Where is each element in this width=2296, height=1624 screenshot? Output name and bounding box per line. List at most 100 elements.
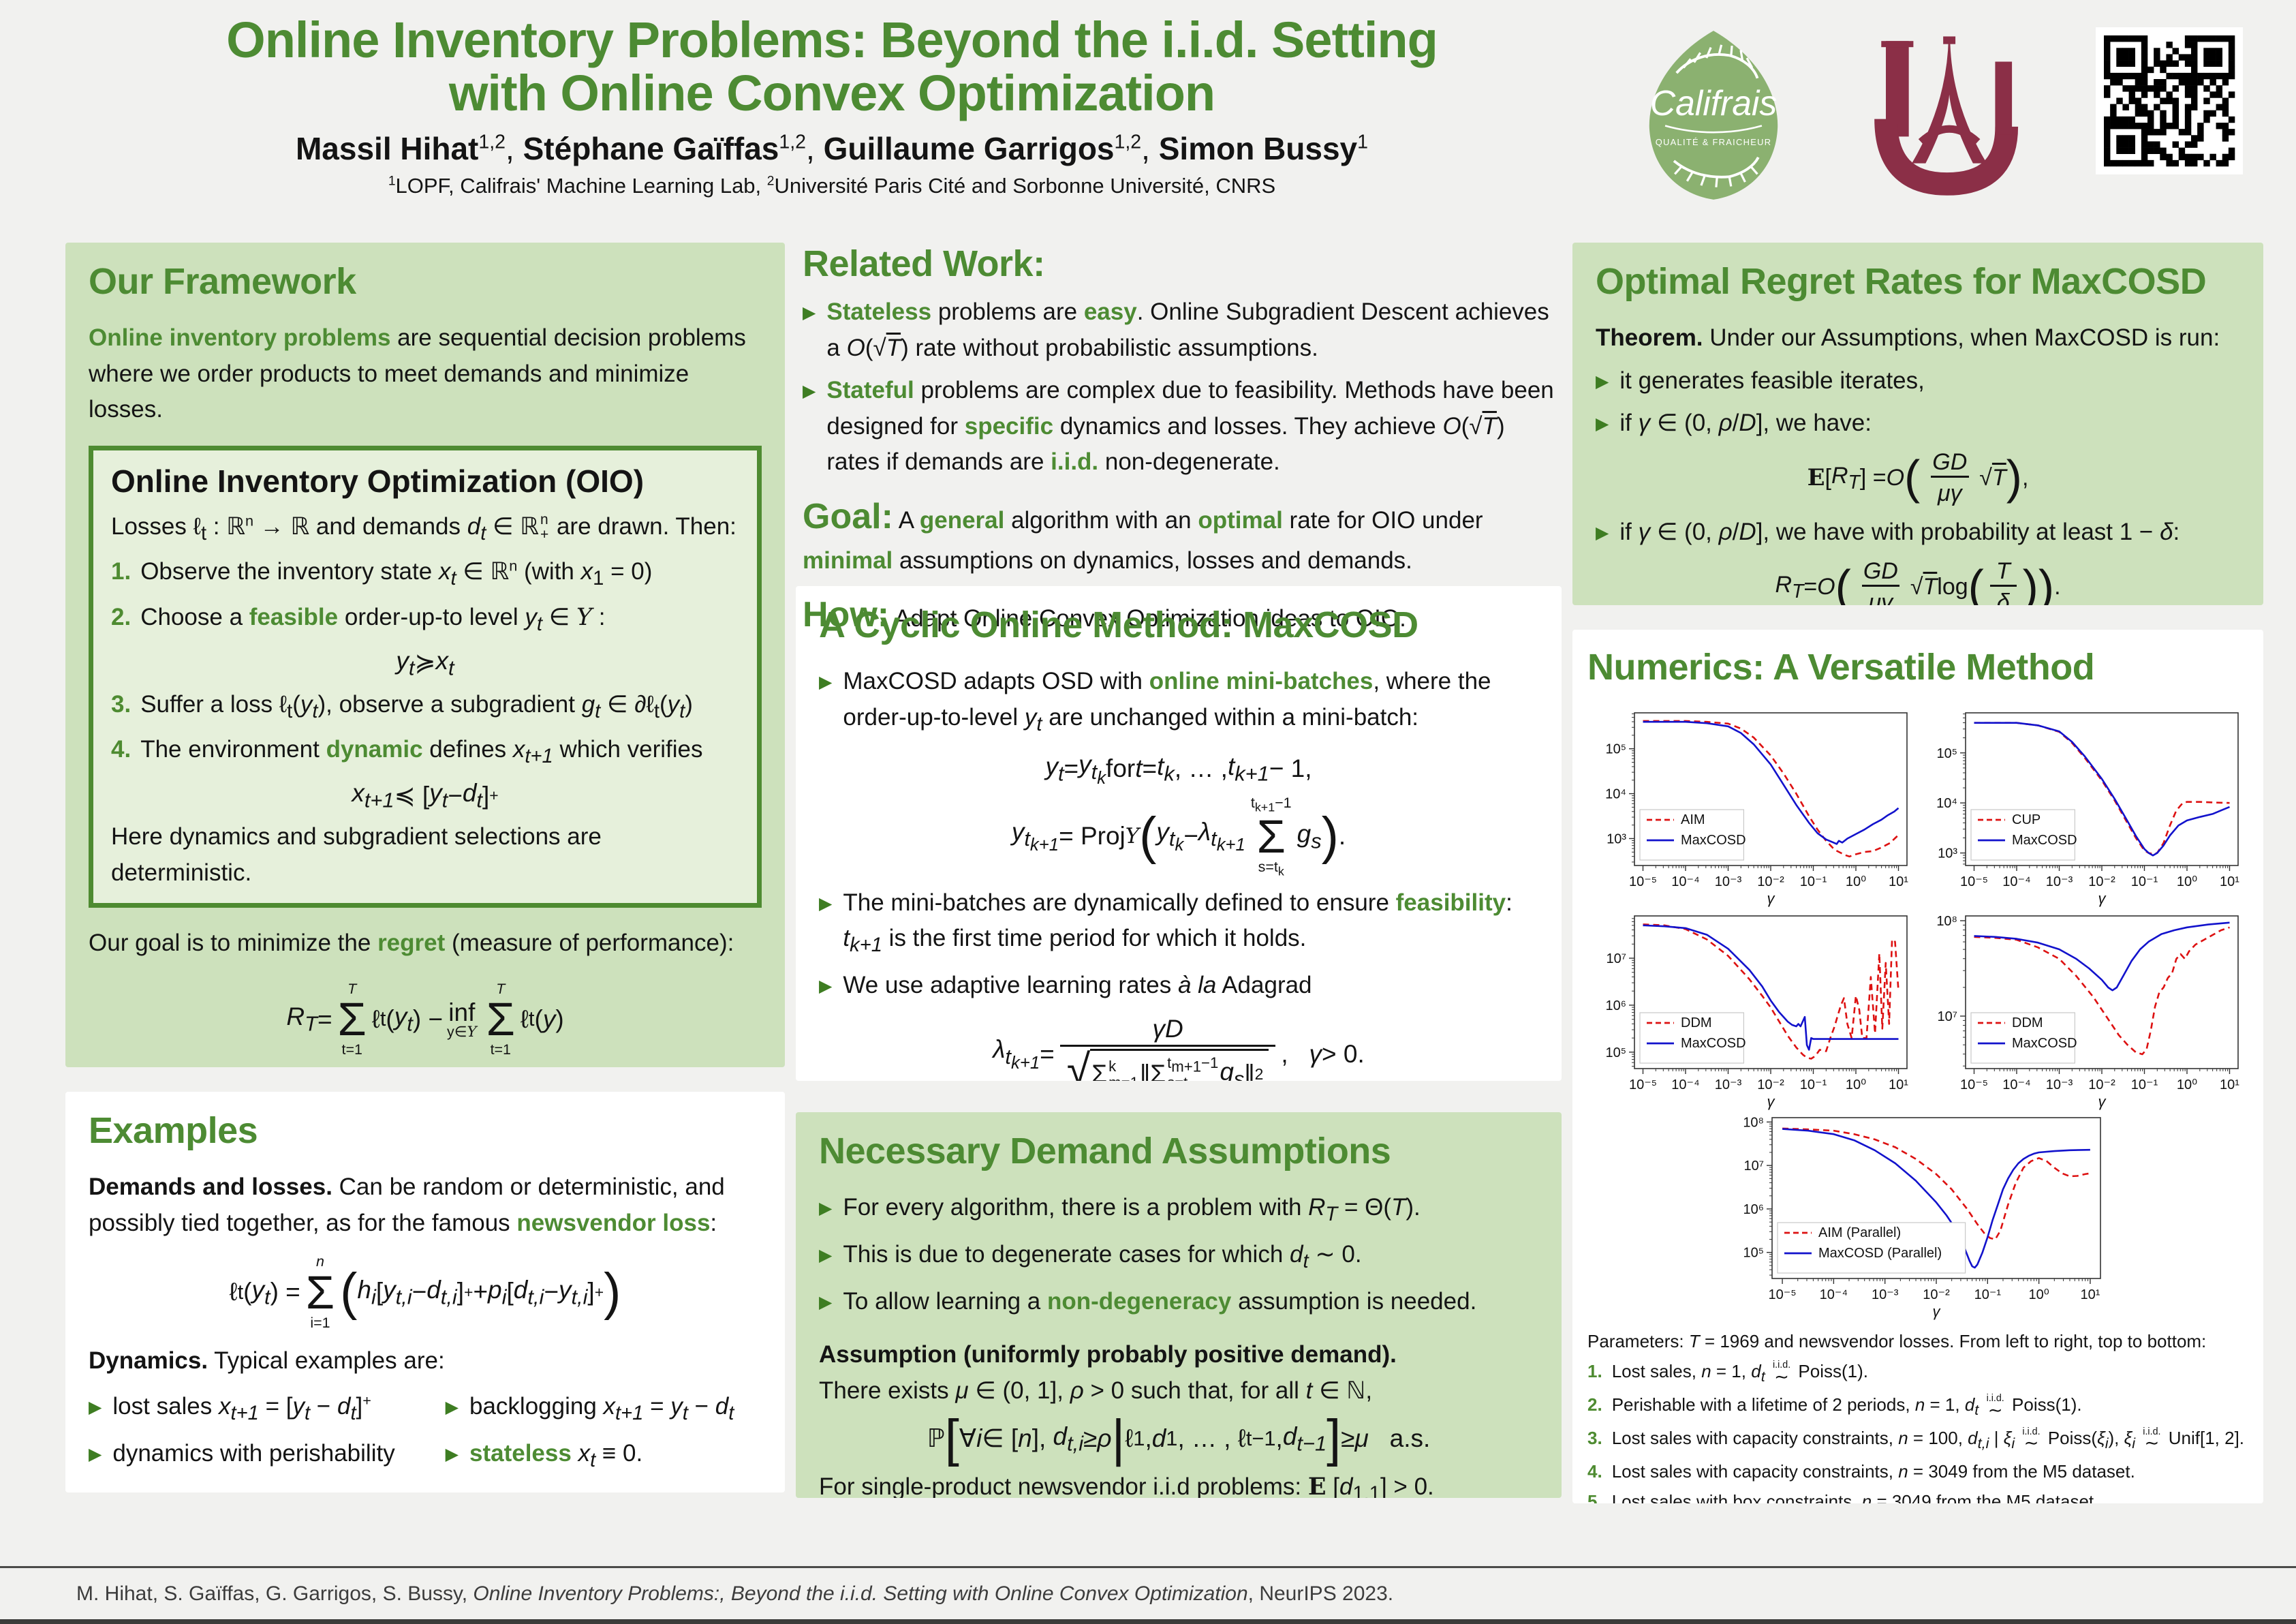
svg-text:10⁷: 10⁷ [1938,1009,1957,1024]
param-item-1: 1. Lost sales, n = 1, dt i.i.d. ∼ Poiss(1)… [1587,1360,1868,1387]
svg-text:CUP: CUP [2012,812,2041,827]
plot-ddm-vs-maxcosd-2: 10⁻⁵ 10⁻⁴ 10⁻³ 10⁻² 10⁻¹ 10⁰ 10¹ 10⁷ 10⁸ γ DDM MaxC… [1936,914,2239,1110]
svg-text:10⁷: 10⁷ [1607,951,1626,966]
learning-rate-formula: λtk+1 = γD√Σkm=1 ‖Σtm+1−1s=tm gs‖2, γ > … [819,1014,1538,1081]
svg-text:AIM: AIM [1681,812,1705,827]
bullet-triangle-icon: ▶ [803,382,816,401]
svg-text:γ: γ [1767,1093,1776,1110]
regret-heading: Optimal Regret Rates for MaxCOSD [1596,261,2207,302]
svg-text:10⁴: 10⁴ [1936,796,1957,811]
svg-text:MaxCOSD: MaxCOSD [1681,1036,1746,1051]
logos: Califrais QUALITÉ & FRAICHEUR [1598,14,2263,203]
svg-text:10⁻²: 10⁻² [1757,1077,1784,1092]
section-examples: Examples Demands and losses. Can be rand… [65,1092,785,1492]
oio-box: Online Inventory Optimization (OIO) Loss… [89,445,762,908]
svg-text:10⁰: 10⁰ [1846,1077,1866,1092]
qr-code [2096,27,2243,178]
column-right: Optimal Regret Rates for MaxCOSD Theorem… [1572,243,2263,1503]
footer-citation: M. Hihat, S. Gaïffas, G. Garrigos, S. Bu… [76,1582,1394,1605]
affiliation: 1LOPF, Califrais' Machine Learning Lab, … [388,174,1276,198]
section-demand-assumptions: Necessary Demand Assumptions ▶ For every… [796,1112,1562,1498]
column-middle: Related Work: ▶ Stateless problems are e… [796,243,1562,1503]
svg-text:10⁵: 10⁵ [1936,746,1957,761]
svg-text:10⁻⁴: 10⁻⁴ [2002,1077,2030,1092]
examples-outro: Stateless coincide with Online Convex Op… [89,1486,762,1492]
bullet-triangle-icon: ▶ [819,1245,833,1265]
svg-text:10⁻⁴: 10⁻⁴ [2002,874,2030,889]
svg-text:10⁻⁵: 10⁻⁵ [1960,1077,1988,1092]
examples-demands: Demands and losses. Can be random or det… [89,1174,725,1236]
maxcosd-heading: A Cyclic Online Method: MaxCOSD [819,604,1418,645]
svg-text:10⁻³: 10⁻³ [1715,874,1742,889]
theorem-bullet-1: ▶ it generates feasible iterates, [1596,363,2240,399]
bullet-triangle-icon: ▶ [1596,371,1609,391]
maxcosd-bullet-3: ▶ We use adaptive learning rates à la Ad… [819,968,1538,1004]
header: Online Inventory Problems: Beyond the i.… [0,0,2296,203]
plot-cup-vs-maxcosd: 10⁻⁵ 10⁻⁴ 10⁻³ 10⁻² 10⁻¹ 10⁰ 10¹ 10³ 10⁴ 10⁵ γ CUP M… [1936,712,2239,907]
bullet-triangle-icon: ▶ [1596,414,1609,433]
oio-step-4: 4. The environment dynamic defines xt+1 … [111,736,703,768]
section-numerics: Numerics: A Versatile Method 10⁻⁵ 10⁻⁴ 10⁻… [1572,630,2263,1503]
bullet-triangle-icon: ▶ [1596,523,1609,543]
bullet-triangle-icon: ▶ [819,893,833,913]
param-item-5: 5. Lost sales with box constraints, n = 3… [1587,1490,2099,1503]
svg-text:10⁻³: 10⁻³ [2046,1077,2073,1092]
svg-text:10⁸: 10⁸ [1743,1115,1764,1130]
plot-grid: 10⁻⁵ 10⁻⁴ 10⁻³ 10⁻² 10⁻¹ 10⁰ 10¹ 10³ 10⁴ 10⁵ γ AIM M… [1587,706,2248,1111]
dynamics-grid: ▶ lost sales xt+1 = [yt − dt]+ ▶ backloggi… [89,1382,762,1476]
svg-text:10⁶: 10⁶ [1606,998,1626,1013]
maxcosd-bullet-1: ▶ MaxCOSD adapts OSD with online mini-ba… [819,664,1538,739]
svg-text:10⁵: 10⁵ [1743,1246,1764,1261]
theorem-bullet-3: ▶ if γ ∈ (0, ρ/D], we have with probabil… [1596,515,2240,551]
oio-title: Online Inventory Optimization (OIO) [111,463,645,499]
how-line: How: Adapt Online Convex Optimization id… [803,595,1406,634]
svg-text:MaxCOSD: MaxCOSD [2012,1036,2077,1051]
svg-text:γ: γ [1767,890,1776,907]
svg-text:10¹: 10¹ [2080,1287,2100,1302]
demand-assumption-title: Assumption (uniformly probably positive … [819,1341,1397,1368]
svg-text:DDM: DDM [1681,1015,1712,1030]
svg-text:10⁴: 10⁴ [1605,787,1626,802]
bullet-triangle-icon: ▶ [819,1292,833,1312]
oio-outro: Here dynamics and subgradient selections… [111,823,602,886]
demand-bullet-2: ▶ This is due to degenerate cases for wh… [819,1237,1538,1277]
dyn-bullet-stateless: ▶ stateless xt ≡ 0. [446,1436,762,1476]
svg-text:DDM: DDM [2012,1015,2043,1030]
bullet-triangle-icon: ▶ [445,1444,459,1464]
dyn-bullet-backlogging: ▶ backlogging xt+1 = yt − dt [446,1389,762,1429]
oio-step-2: 2. Choose a feasible order-up-to level y… [111,604,606,635]
bullet-triangle-icon: ▶ [89,1397,102,1417]
column-left: Our Framework Online inventory problems … [65,243,785,1503]
demand-bullet-1: ▶ For every algorithm, there is a proble… [819,1190,1538,1230]
svg-text:10⁰: 10⁰ [2177,874,2197,889]
svg-text:10⁶: 10⁶ [1743,1202,1764,1217]
svg-text:γ: γ [2098,890,2107,907]
svg-text:MaxCOSD (Parallel): MaxCOSD (Parallel) [1818,1246,1942,1261]
param-item-4: 4. Lost sales with capacity constraints, … [1587,1460,2135,1482]
svg-text:10⁻²: 10⁻² [2088,874,2115,889]
theorem-bullet-2: ▶ if γ ∈ (0, ρ/D], we have: [1596,405,2240,442]
bullet-triangle-icon: ▶ [819,1199,833,1218]
examples-heading: Examples [89,1110,258,1151]
numerics-heading: Numerics: A Versatile Method [1587,647,2095,688]
bottom-bar [0,1619,2296,1624]
section-related-work: Related Work: ▶ Stateless problems are e… [796,243,1562,634]
bullet-triangle-icon: ▶ [803,303,816,322]
oio-step-3: 3. Suffer a loss ℓt(yt), observe a subgr… [111,690,693,722]
svg-text:10⁻²: 10⁻² [2088,1077,2115,1092]
svg-text:10⁻⁵: 10⁻⁵ [1629,1077,1657,1092]
svg-text:10⁻⁵: 10⁻⁵ [1629,874,1657,889]
svg-text:10⁸: 10⁸ [1936,914,1957,929]
svg-text:10¹: 10¹ [1889,1077,1908,1092]
svg-text:10⁻⁵: 10⁻⁵ [1960,874,1988,889]
plot-ddm-vs-maxcosd-1: 10⁻⁵ 10⁻⁴ 10⁻³ 10⁻² 10⁻¹ 10⁰ 10¹ 10⁵ 10⁶ 10⁷ γ DDM M… [1605,915,1908,1110]
oio-step-1: 1. Observe the inventory state xt ∈ ℝn (… [111,557,653,590]
demand-assumption-text: There exists μ ∈ (0, 1], ρ > 0 such that… [819,1377,1373,1404]
how-label: How: [803,595,890,634]
svg-text:MaxCOSD: MaxCOSD [2012,833,2077,848]
svg-text:10³: 10³ [1938,846,1957,861]
